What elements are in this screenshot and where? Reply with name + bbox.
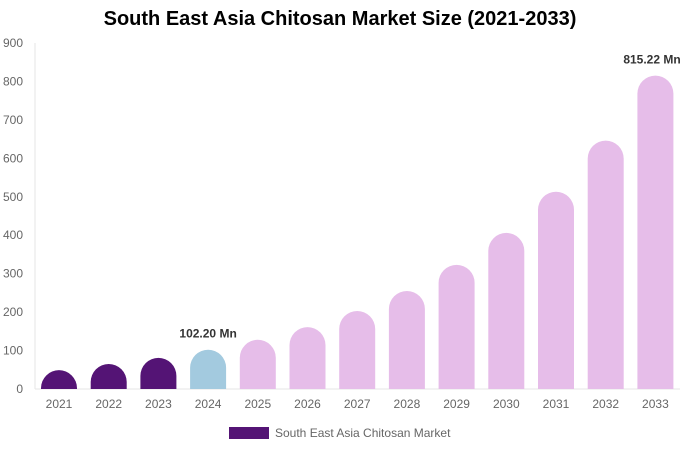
bar-2029 [438, 264, 475, 389]
x-tick-label: 2022 [95, 397, 122, 411]
legend: South East Asia Chitosan Market [229, 426, 450, 440]
bar-2027 [339, 310, 376, 389]
x-tick-label: 2028 [394, 397, 421, 411]
chart-title: South East Asia Chitosan Market Size (20… [103, 8, 577, 30]
x-tick-label: 2032 [592, 397, 619, 411]
legend-swatch [229, 427, 269, 439]
x-tick-label: 2021 [46, 397, 73, 411]
bar-2030 [488, 232, 525, 389]
bar-2021 [41, 370, 77, 389]
x-tick-label: 2025 [244, 397, 271, 411]
y-tick-label: 700 [3, 113, 23, 127]
x-tick-label: 2026 [294, 397, 321, 411]
x-tick-label: 2031 [543, 397, 570, 411]
y-tick-label: 400 [3, 228, 23, 242]
y-tick-label: 500 [3, 190, 23, 204]
bar-2024 [190, 349, 227, 389]
x-tick-label: 2024 [195, 397, 222, 411]
x-tick-label: 2023 [145, 397, 172, 411]
data-label-2024: 102.20 Mn [179, 327, 236, 341]
y-tick-label: 300 [3, 267, 23, 281]
bar-2032 [587, 140, 624, 389]
bar-2026 [289, 327, 326, 389]
bar-2025 [239, 339, 276, 389]
x-tick-label: 2030 [493, 397, 520, 411]
y-tick-label: 100 [3, 344, 23, 358]
bar-2031 [538, 191, 574, 389]
y-tick-label: 0 [16, 382, 23, 396]
bar-2033 [637, 75, 674, 389]
y-tick-label: 200 [3, 305, 23, 319]
bar-2023 [140, 357, 177, 389]
bar-2022 [90, 364, 127, 389]
y-tick-label: 600 [3, 151, 23, 165]
data-label-2033: 815.22 Mn [623, 53, 680, 67]
x-tick-label: 2033 [642, 397, 669, 411]
bar-2028 [388, 290, 425, 389]
y-tick-label: 800 [3, 74, 23, 88]
x-tick-label: 2029 [443, 397, 470, 411]
y-tick-label: 900 [3, 36, 23, 50]
legend-label: South East Asia Chitosan Market [275, 426, 451, 440]
x-tick-label: 2027 [344, 397, 371, 411]
